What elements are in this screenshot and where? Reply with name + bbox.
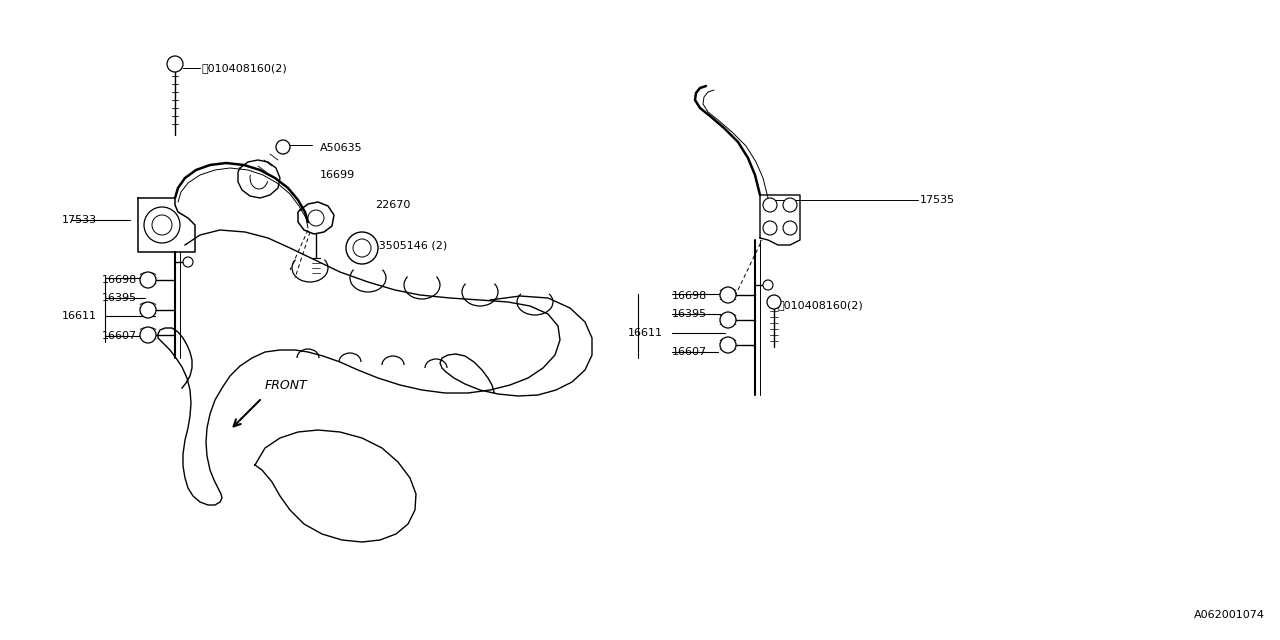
Text: 16607: 16607 — [102, 331, 137, 341]
Text: 17535: 17535 — [920, 195, 955, 205]
Text: Ⓑ010408160(2): Ⓑ010408160(2) — [778, 300, 864, 310]
Text: 16611: 16611 — [628, 328, 663, 338]
Circle shape — [143, 207, 180, 243]
Circle shape — [346, 232, 378, 264]
Circle shape — [140, 327, 156, 343]
Text: 16698: 16698 — [672, 291, 708, 301]
Text: 16611: 16611 — [61, 311, 97, 321]
Text: FRONT: FRONT — [265, 379, 307, 392]
Text: 16395: 16395 — [102, 293, 137, 303]
Circle shape — [767, 295, 781, 309]
Circle shape — [783, 198, 797, 212]
Text: 16607: 16607 — [672, 347, 707, 357]
Circle shape — [783, 221, 797, 235]
Circle shape — [719, 287, 736, 303]
Text: 16698: 16698 — [102, 275, 137, 285]
Circle shape — [763, 221, 777, 235]
Polygon shape — [440, 296, 591, 396]
Text: 16699: 16699 — [320, 170, 356, 180]
Polygon shape — [157, 230, 561, 505]
Circle shape — [276, 140, 291, 154]
Circle shape — [140, 302, 156, 318]
Text: A50635: A50635 — [320, 143, 362, 153]
Circle shape — [140, 272, 156, 288]
Circle shape — [308, 210, 324, 226]
Circle shape — [719, 337, 736, 353]
Circle shape — [166, 56, 183, 72]
Circle shape — [183, 257, 193, 267]
Text: 17533: 17533 — [61, 215, 97, 225]
Text: 22670: 22670 — [375, 200, 411, 210]
Circle shape — [719, 312, 736, 328]
Circle shape — [763, 198, 777, 212]
Text: A062001074: A062001074 — [1194, 610, 1265, 620]
Text: Ⓑ010408160(2): Ⓑ010408160(2) — [202, 63, 288, 73]
Circle shape — [763, 280, 773, 290]
Text: Ⓝ43505146 (2): Ⓝ43505146 (2) — [365, 240, 447, 250]
Text: 16395: 16395 — [672, 309, 707, 319]
Polygon shape — [255, 430, 416, 542]
